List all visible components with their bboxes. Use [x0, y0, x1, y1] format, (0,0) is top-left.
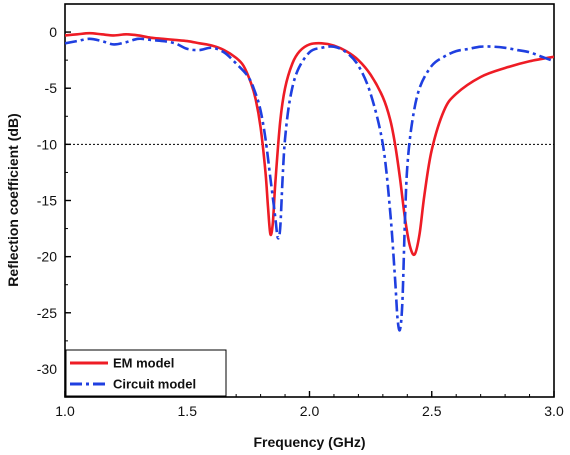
x-axis-ticks: 1.0 1.5 2.0 2.5 3.0 — [55, 391, 564, 419]
plot-frame — [64, 3, 555, 398]
legend-label-circuit-model: Circuit model — [113, 377, 196, 392]
y-tick-label: -10 — [37, 136, 57, 152]
x-tick-label: 2.0 — [300, 403, 320, 419]
series-layer — [65, 31, 554, 332]
y-tick-label: -15 — [37, 193, 57, 209]
x-axis-label: Frequency (GHz) — [253, 434, 365, 450]
y-tick-label: 0 — [49, 24, 57, 40]
legend-box — [65, 349, 227, 397]
series-line-circuit-model — [65, 37, 554, 332]
x-tick-label: 3.0 — [544, 403, 564, 419]
x-tick-label: 1.5 — [178, 403, 198, 419]
y-tick-label: -5 — [45, 80, 58, 96]
x-tick-label: 1.0 — [55, 403, 75, 419]
y-tick-label: -30 — [37, 361, 57, 377]
legend: EM model Circuit model — [65, 349, 227, 397]
y-axis-ticks: 0 -5 -10 -15 -20 -25 -30 — [37, 3, 71, 398]
x-tick-label: 2.5 — [422, 403, 442, 419]
y-axis-label: Reflection coefficient (dB) — [5, 113, 21, 286]
legend-label-em-model: EM model — [113, 356, 174, 371]
y-tick-label: -25 — [37, 305, 57, 321]
y-tick-label: -20 — [37, 249, 57, 265]
series-line-em-model — [65, 31, 554, 257]
